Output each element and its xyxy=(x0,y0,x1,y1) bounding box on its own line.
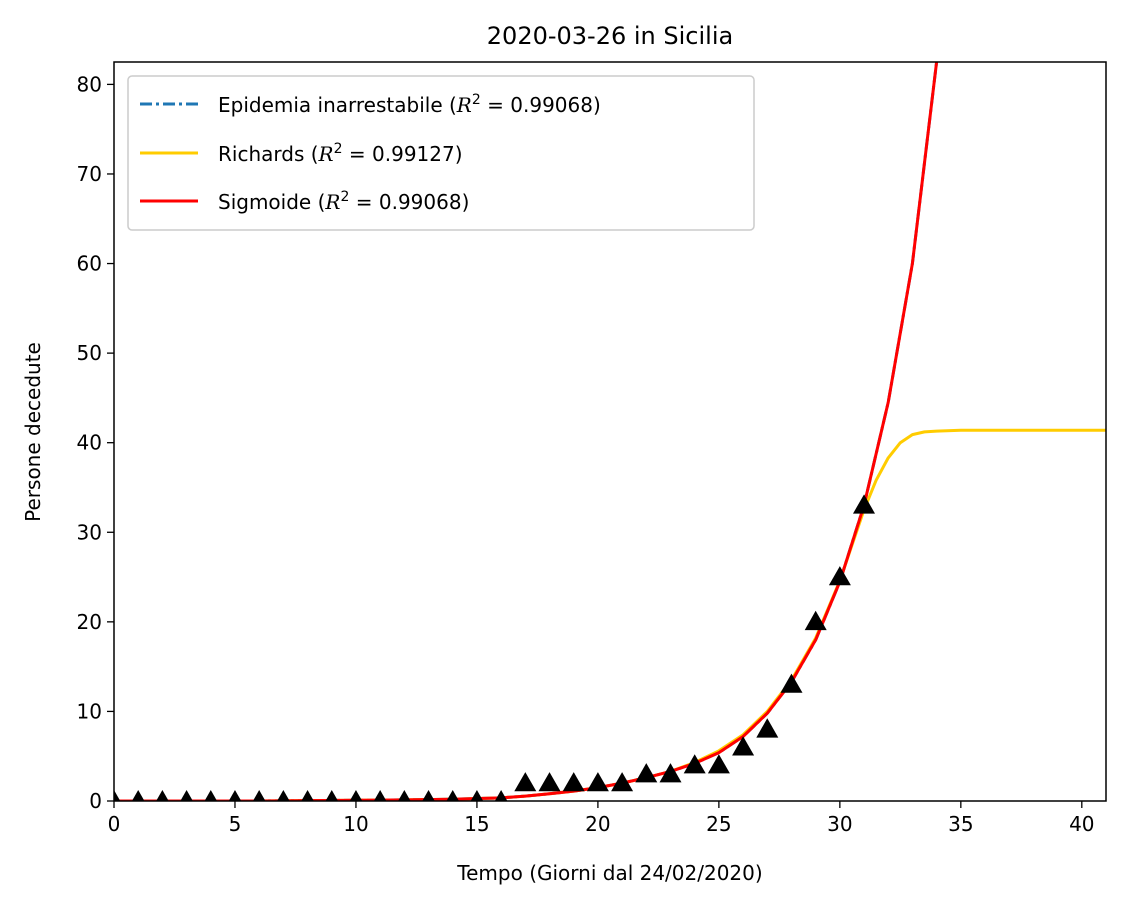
observed-point xyxy=(659,763,682,783)
x-tick-label: 0 xyxy=(108,812,121,836)
observed-point xyxy=(804,610,827,631)
observed-point xyxy=(180,790,193,801)
y-axis: 0 10 20 30 40 50 60 70 80 xyxy=(77,72,114,813)
observed-point xyxy=(114,790,121,801)
observed-point xyxy=(635,763,658,783)
chart-title: 2020-03-26 in Sicilia xyxy=(487,22,733,50)
y-tick-label: 20 xyxy=(77,610,102,634)
x-tick-label: 35 xyxy=(948,812,973,836)
observed-point xyxy=(131,790,145,801)
observed-point xyxy=(538,772,561,792)
observed-point xyxy=(756,718,779,738)
y-tick-label: 10 xyxy=(77,699,102,723)
legend-label-sigmoide: Sigmoide (R2 = 0.99068) xyxy=(218,189,469,214)
observed-point xyxy=(398,790,411,801)
observed-point xyxy=(683,754,706,774)
x-tick-label: 20 xyxy=(585,812,610,836)
x-tick-label: 25 xyxy=(706,812,731,836)
y-tick-label: 80 xyxy=(77,72,102,96)
x-tick-label: 10 xyxy=(343,812,368,836)
legend-r2-prefix-epidemia: ( xyxy=(443,93,457,117)
observed-point xyxy=(252,790,266,801)
observed-point xyxy=(828,566,851,586)
observed-markers xyxy=(114,494,875,801)
legend-r2-sigmoide: 0.99068 xyxy=(379,190,462,214)
observed-point xyxy=(470,790,484,801)
legend: Epidemia inarrestabile (R2 = 0.99068) Ri… xyxy=(127,75,755,231)
observed-point xyxy=(562,772,585,792)
observed-point xyxy=(707,754,730,774)
x-axis: 0 5 10 15 20 25 30 35 40 xyxy=(108,801,1095,836)
observed-point xyxy=(732,736,755,756)
x-tick-label: 30 xyxy=(827,812,852,836)
y-tick-label: 30 xyxy=(77,520,102,544)
y-axis-label: Persone decedute xyxy=(21,342,45,522)
legend-r2-richards: 0.99127 xyxy=(372,142,455,166)
y-tick-label: 60 xyxy=(77,252,102,276)
observed-point xyxy=(204,790,218,801)
legend-box xyxy=(127,75,755,231)
y-tick-label: 0 xyxy=(89,789,102,813)
y-tick-label: 50 xyxy=(77,341,102,365)
observed-point xyxy=(156,790,169,801)
legend-label-richards: Richards (R2 = 0.99127) xyxy=(218,141,463,166)
observed-point xyxy=(228,790,242,801)
legend-label-epidemia: Epidemia inarrestabile (R2 = 0.99068) xyxy=(218,92,601,117)
observed-point xyxy=(611,772,634,792)
observed-point xyxy=(277,790,290,801)
observed-point xyxy=(301,790,314,801)
y-tick-label: 40 xyxy=(77,431,102,455)
legend-r2-epidemia: 0.99068 xyxy=(510,93,593,117)
plot-frame xyxy=(113,61,1107,802)
observed-point xyxy=(373,790,387,801)
observed-point xyxy=(349,790,363,801)
observed-point xyxy=(325,790,339,801)
observed-point xyxy=(422,790,435,801)
legend-name-sigmoide: Sigmoide xyxy=(218,190,311,214)
observed-point xyxy=(514,772,537,792)
legend-name-epidemia: Epidemia inarrestabile xyxy=(218,93,443,117)
x-tick-label: 40 xyxy=(1069,812,1094,836)
observed-point xyxy=(446,790,459,801)
x-tick-label: 5 xyxy=(229,812,242,836)
y-tick-label: 70 xyxy=(77,162,102,186)
x-tick-label: 15 xyxy=(464,812,489,836)
observed-point xyxy=(494,790,508,801)
legend-name-richards: Richards xyxy=(218,142,304,166)
x-axis-label: Tempo (Giorni dal 24/02/2020) xyxy=(456,861,762,885)
observed-point xyxy=(853,494,875,514)
observed-point xyxy=(780,673,803,693)
observed-point xyxy=(586,772,609,792)
